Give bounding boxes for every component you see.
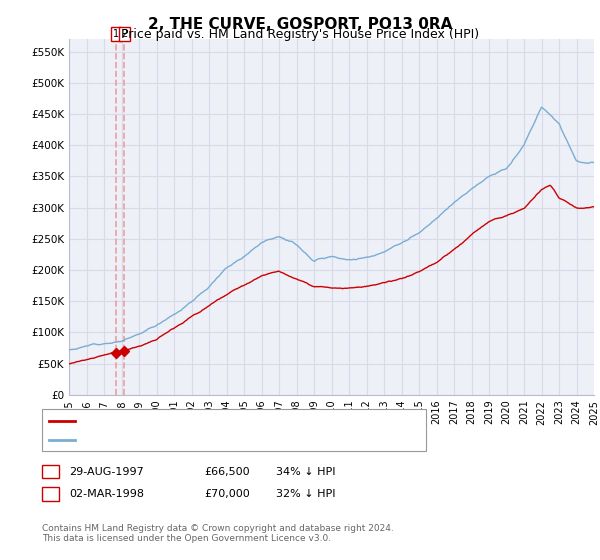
Text: Contains HM Land Registry data © Crown copyright and database right 2024.
This d: Contains HM Land Registry data © Crown c… — [42, 524, 394, 543]
Text: 34% ↓ HPI: 34% ↓ HPI — [276, 466, 335, 477]
Text: Price paid vs. HM Land Registry's House Price Index (HPI): Price paid vs. HM Land Registry's House … — [121, 28, 479, 41]
Text: 2: 2 — [121, 29, 128, 39]
Text: 2, THE CURVE, GOSPORT, PO13 0RA (detached house): 2, THE CURVE, GOSPORT, PO13 0RA (detache… — [80, 417, 361, 426]
Text: £66,500: £66,500 — [204, 466, 250, 477]
Text: 2: 2 — [47, 489, 54, 499]
Text: £70,000: £70,000 — [204, 489, 250, 499]
Text: 29-AUG-1997: 29-AUG-1997 — [69, 466, 144, 477]
Text: 32% ↓ HPI: 32% ↓ HPI — [276, 489, 335, 499]
Text: 02-MAR-1998: 02-MAR-1998 — [69, 489, 144, 499]
Text: HPI: Average price, detached house, Gosport: HPI: Average price, detached house, Gosp… — [80, 435, 314, 445]
Text: 1: 1 — [47, 466, 54, 477]
Text: 1: 1 — [112, 29, 119, 39]
Text: 2, THE CURVE, GOSPORT, PO13 0RA: 2, THE CURVE, GOSPORT, PO13 0RA — [148, 17, 452, 32]
